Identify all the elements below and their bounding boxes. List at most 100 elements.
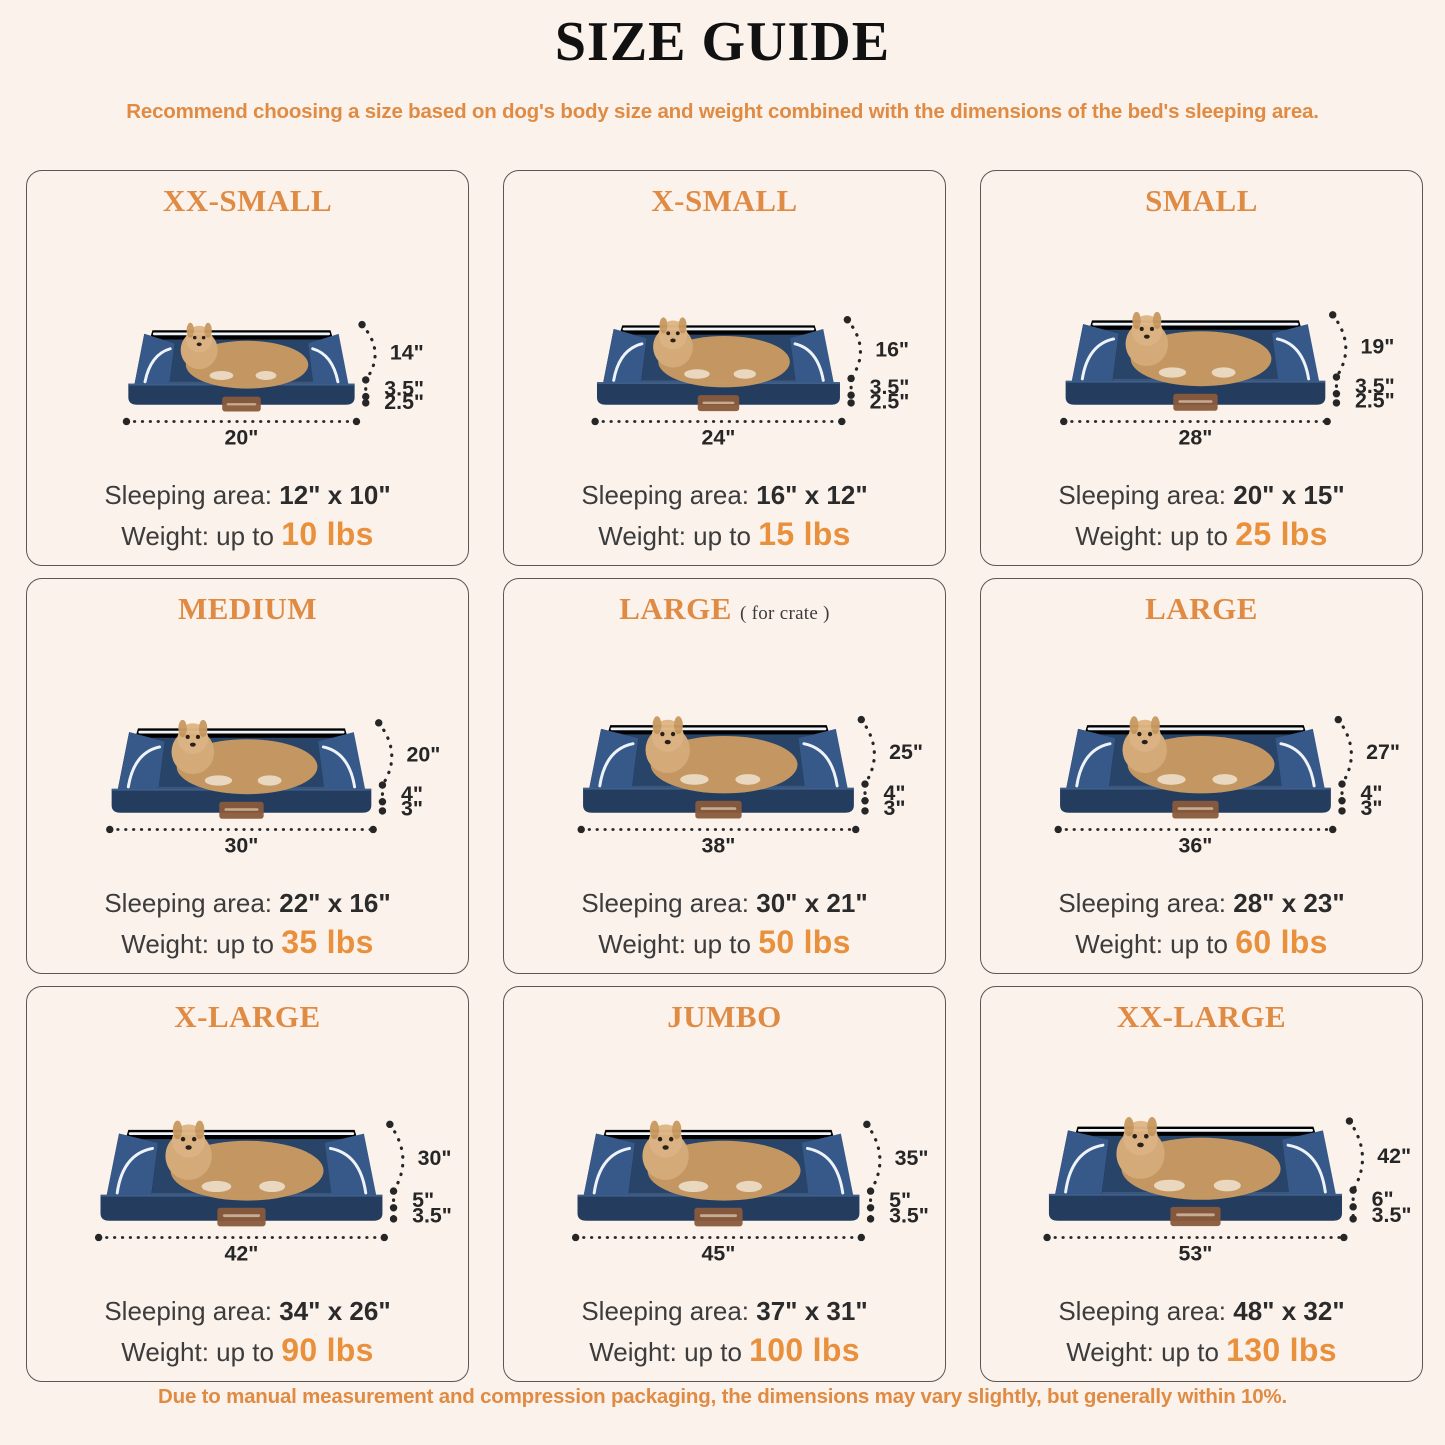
dimension-annotations: 42" 6" 3.5" 53" [1043, 1117, 1412, 1266]
bolster-label: 4" [401, 782, 423, 806]
weight-value: 100 lbs [749, 1331, 860, 1368]
card-header: XX-LARGE [981, 987, 1422, 1032]
card-note: ( for crate ) [739, 603, 830, 624]
sleeping-area-value: 16" x 12" [756, 480, 868, 511]
bolster-label: 5" [889, 1188, 911, 1212]
base-label: 3.5" [412, 1204, 452, 1228]
bed-illustration: 42" 6" 3.5" 53" [981, 1039, 1422, 1269]
sleeping-area-value: 22" x 16" [279, 888, 391, 919]
bed-diagram-svg: 27" 4" 3" 36" [1054, 715, 1400, 858]
weight-line: Weight: up to 90 lbs [121, 1331, 374, 1368]
card-size-title: LARGE [619, 591, 732, 626]
sleeping-area-value: 12" x 10" [279, 480, 391, 511]
sleeping-area-value: 48" x 32" [1233, 1296, 1345, 1327]
bed-illustration: 35" 5" 3.5" 45" [504, 1039, 945, 1269]
base-label: 2.5" [1355, 389, 1395, 413]
base-label: 3" [1361, 796, 1383, 820]
size-card[interactable]: LARGE [980, 578, 1423, 974]
bed-diagram-svg: 25" 4" 3" 38" [577, 715, 923, 858]
weight-value: 15 lbs [758, 515, 851, 552]
sleeping-area-line: Sleeping area: 12" x 10" [104, 480, 391, 511]
page-subtitle: Recommend choosing a size based on dog's… [126, 100, 1319, 123]
sleeping-area-line: Sleeping area: 37" x 31" [581, 1296, 868, 1327]
card-specs: Sleeping area: 12" x 10" Weight: up to 1… [27, 478, 468, 555]
weight-line: Weight: up to 60 lbs [1075, 923, 1328, 960]
weight-value: 50 lbs [758, 923, 851, 960]
card-specs: Sleeping area: 28" x 23" Weight: up to 6… [981, 886, 1422, 963]
card-specs: Sleeping area: 34" x 26" Weight: up to 9… [27, 1294, 468, 1371]
weight-line: Weight: up to 10 lbs [121, 515, 374, 552]
weight-line: Weight: up to 100 lbs [589, 1331, 860, 1368]
base-label: 3.5" [889, 1204, 929, 1228]
weight-value: 90 lbs [281, 1331, 374, 1368]
card-header: SMALL [981, 171, 1422, 216]
height-label: 25" [889, 740, 923, 764]
card-specs: Sleeping area: 16" x 12" Weight: up to 1… [504, 478, 945, 555]
bed-diagram-svg: 30" 5" 3.5" 42" [94, 1120, 452, 1266]
sleeping-area-line: Sleeping area: 22" x 16" [104, 888, 391, 919]
card-size-title: X-LARGE [174, 999, 321, 1034]
card-specs: Sleeping area: 48" x 32" Weight: up to 1… [981, 1294, 1422, 1371]
bed-diagram-svg: 19" 3.5" 2.5" 28" [1060, 311, 1395, 450]
height-label: 20" [407, 742, 441, 766]
width-label: 38" [702, 834, 736, 858]
weight-line: Weight: up to 35 lbs [121, 923, 374, 960]
height-label: 16" [875, 338, 909, 362]
base-label: 3.5" [1372, 1203, 1412, 1227]
card-specs: Sleeping area: 30" x 21" Weight: up to 5… [504, 886, 945, 963]
bed-diagram-svg: 20" 4" 3" 30" [106, 719, 441, 858]
sleeping-area-line: Sleeping area: 20" x 15" [1058, 480, 1345, 511]
weight-line: Weight: up to 25 lbs [1075, 515, 1328, 552]
sleeping-area-line: Sleeping area: 16" x 12" [581, 480, 868, 511]
bolster-label: 4" [884, 781, 906, 805]
size-card[interactable]: X-SMALL [503, 170, 946, 566]
bed-illustration: 27" 4" 3" 36" [981, 631, 1422, 861]
bed-diagram-svg: 35" 5" 3.5" 45" [571, 1120, 929, 1266]
bolster-label: 6" [1372, 1187, 1394, 1211]
width-label: 24" [702, 426, 736, 450]
card-header: LARGE ( for crate ) [504, 579, 945, 624]
dimension-annotations: 25" 4" 3" 38" [577, 715, 923, 858]
width-label: 30" [225, 834, 259, 858]
bed-diagram-svg: 14" 3.5" 2.5" 20" [122, 320, 424, 450]
size-card[interactable]: JUMBO [503, 986, 946, 1382]
sleeping-area-value: 28" x 23" [1233, 888, 1345, 919]
size-card[interactable]: XX-LARGE [980, 986, 1423, 1382]
card-specs: Sleeping area: 22" x 16" Weight: up to 3… [27, 886, 468, 963]
size-card[interactable]: MEDIUM [26, 578, 469, 974]
base-label: 3" [884, 796, 906, 820]
weight-value: 60 lbs [1235, 923, 1328, 960]
width-label: 36" [1179, 834, 1213, 858]
bed-diagram-svg: 16" 3.5" 2.5" 24" [591, 316, 910, 450]
bed-diagram-svg: 42" 6" 3.5" 53" [1043, 1116, 1412, 1266]
size-card-grid: XX-SMALL [26, 170, 1423, 1382]
size-card[interactable]: XX-SMALL [26, 170, 469, 566]
sleeping-area-line: Sleeping area: 28" x 23" [1058, 888, 1345, 919]
card-size-title: JUMBO [667, 999, 782, 1034]
bolster-label: 3.5" [1355, 374, 1395, 398]
dimension-annotations: 35" 5" 3.5" 45" [571, 1120, 929, 1266]
height-label: 19" [1361, 334, 1395, 358]
card-header: JUMBO [504, 987, 945, 1032]
card-header: MEDIUM [27, 579, 468, 624]
dimension-annotations: 14" 3.5" 2.5" 20" [122, 320, 424, 450]
height-label: 30" [418, 1146, 452, 1170]
size-card[interactable]: SMALL [980, 170, 1423, 566]
card-header: X-SMALL [504, 171, 945, 216]
base-label: 2.5" [870, 389, 910, 413]
size-card[interactable]: LARGE ( for crate ) [503, 578, 946, 974]
size-card[interactable]: X-LARGE [26, 986, 469, 1382]
sleeping-area-value: 30" x 21" [756, 888, 868, 919]
sleeping-area-line: Sleeping area: 48" x 32" [1058, 1296, 1345, 1327]
weight-value: 35 lbs [281, 923, 374, 960]
height-label: 14" [390, 341, 424, 365]
bolster-label: 3.5" [384, 377, 424, 401]
width-label: 20" [225, 426, 259, 450]
bed-illustration: 19" 3.5" 2.5" 28" [981, 223, 1422, 453]
dimension-annotations: 27" 4" 3" 36" [1054, 715, 1400, 858]
card-size-title: XX-LARGE [1116, 999, 1287, 1034]
bolster-label: 3.5" [870, 375, 910, 399]
weight-line: Weight: up to 130 lbs [1066, 1331, 1337, 1368]
card-header: X-LARGE [27, 987, 468, 1032]
